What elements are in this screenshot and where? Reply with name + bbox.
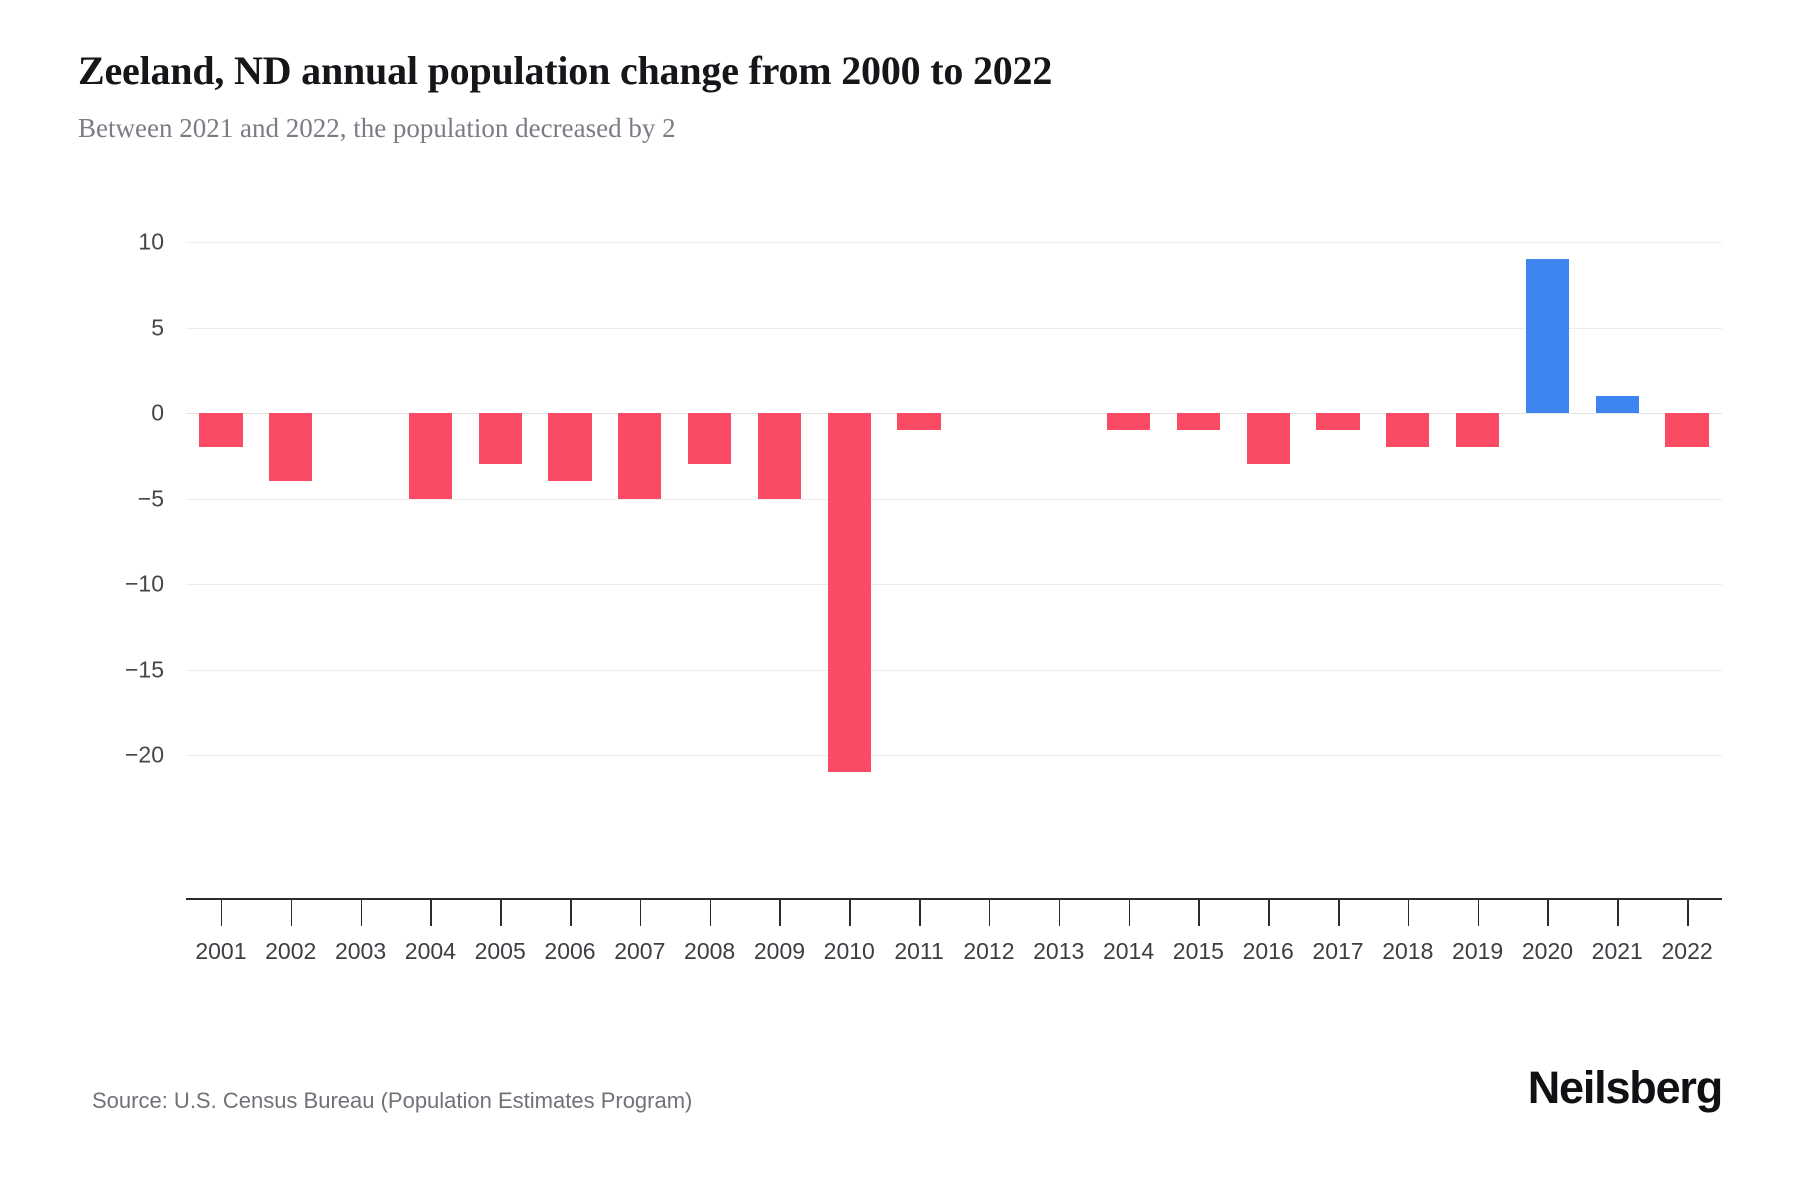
x-axis-tick-label: 2012 <box>963 938 1015 964</box>
bar-2007[interactable] <box>618 413 662 499</box>
x-axis-tick-label: 2001 <box>195 938 247 964</box>
x-axis-tick-label: 2006 <box>544 938 596 964</box>
x-axis-tick-label: 2005 <box>474 938 526 964</box>
x-axis-tick-2021 <box>1617 900 1619 926</box>
x-axis-tick-label: 2021 <box>1591 938 1643 964</box>
bar-2001[interactable] <box>199 413 243 448</box>
bar-2008[interactable] <box>687 413 732 465</box>
x-axis-tick-label: 2020 <box>1521 938 1574 964</box>
x-axis-tick-label: 2018 <box>1382 938 1434 964</box>
x-axis-tick-label: 2013 <box>1033 938 1085 964</box>
x-axis-tick-label: 2009 <box>753 938 806 964</box>
x-axis-tick-2010 <box>849 900 851 926</box>
y-axis-tick-label: −15 <box>124 656 164 682</box>
x-axis-line <box>186 898 1722 900</box>
gridline-0 <box>186 413 1722 414</box>
bar-2022[interactable] <box>1665 413 1709 448</box>
bar-2011[interactable] <box>897 413 941 431</box>
x-axis-tick-2014 <box>1128 900 1131 926</box>
y-axis-tick-label: −10 <box>124 570 164 597</box>
x-axis-tick-2005 <box>500 900 502 926</box>
x-axis-tick-label: 2002 <box>265 938 317 964</box>
bar-2002[interactable] <box>269 413 313 482</box>
y-axis-tick-label: 10 <box>138 228 164 255</box>
x-axis-tick-2018 <box>1407 900 1410 926</box>
x-axis-tick-2001 <box>220 900 223 926</box>
x-axis-tick-2019 <box>1477 900 1480 926</box>
x-axis-tick-2020 <box>1547 900 1549 926</box>
x-axis-tick-2013 <box>1058 900 1061 926</box>
source-note: Source: U.S. Census Bureau (Population E… <box>92 1088 693 1113</box>
y-axis-tick-label: 0 <box>151 399 164 426</box>
page-title: Zeeland, ND annual population change fro… <box>78 48 1053 93</box>
x-axis-tick-2017 <box>1338 900 1340 926</box>
x-axis-tick-2022 <box>1687 900 1689 926</box>
x-axis-tick-label: 2015 <box>1172 938 1224 964</box>
x-axis-tick-label: 2019 <box>1452 938 1504 964</box>
x-axis-tick-label: 2007 <box>614 938 666 964</box>
x-axis-tick-label: 2011 <box>894 938 944 964</box>
bar-2018[interactable] <box>1386 413 1430 448</box>
x-axis-tick-label: 2008 <box>684 938 736 964</box>
gridline-10 <box>186 242 1722 243</box>
x-axis-tick-label: 2004 <box>404 938 456 964</box>
y-axis-tick-label: −5 <box>137 485 164 511</box>
x-axis-tick-2011 <box>919 900 921 926</box>
neilsberg-logo: Neilsberg <box>1527 1062 1723 1113</box>
x-axis-tick-2012 <box>988 900 991 926</box>
gridline--15 <box>186 669 1722 671</box>
x-axis-tick-2006 <box>570 900 572 926</box>
chart-header: Zeeland, ND annual population change fro… <box>78 48 1728 144</box>
gridline--10 <box>186 584 1722 585</box>
chart-subtitle: Between 2021 and 2022, the population de… <box>78 113 676 143</box>
x-axis-tick-label: 2010 <box>823 938 875 964</box>
x-axis-tick-label: 2014 <box>1102 938 1155 964</box>
gridline-5 <box>186 327 1722 329</box>
x-axis-tick-2009 <box>779 900 781 926</box>
bar-2010[interactable] <box>827 413 871 773</box>
bar-2009[interactable] <box>757 413 802 499</box>
gridline--5 <box>186 498 1722 500</box>
x-axis-tick-2016 <box>1268 900 1270 926</box>
bar-2014[interactable] <box>1106 413 1151 431</box>
bar-2016[interactable] <box>1246 413 1290 465</box>
x-axis-tick-2008 <box>709 900 712 926</box>
y-axis-tick-label: −20 <box>124 741 164 768</box>
x-axis-tick-label: 2003 <box>334 938 387 964</box>
bar-2021[interactable] <box>1595 395 1639 413</box>
y-axis-tick-label: 5 <box>151 314 164 340</box>
bar-2017[interactable] <box>1316 413 1360 431</box>
x-axis-tick-2015 <box>1198 900 1200 926</box>
bar-2019[interactable] <box>1455 413 1500 448</box>
x-axis-tick-2003 <box>360 900 363 926</box>
x-axis-tick-2002 <box>290 900 293 926</box>
bar-2020[interactable] <box>1525 259 1570 413</box>
bar-2005[interactable] <box>478 413 522 465</box>
x-axis-tick-label: 2022 <box>1661 938 1713 964</box>
bar-2006[interactable] <box>548 413 592 482</box>
x-axis-tick-2004 <box>430 900 432 926</box>
bar-2015[interactable] <box>1176 413 1220 431</box>
bar-2004[interactable] <box>408 413 452 499</box>
x-axis-tick-label: 2016 <box>1242 938 1294 964</box>
gridline--20 <box>186 755 1722 756</box>
x-axis-tick-2007 <box>639 900 642 926</box>
x-axis-tick-label: 2017 <box>1312 938 1364 964</box>
